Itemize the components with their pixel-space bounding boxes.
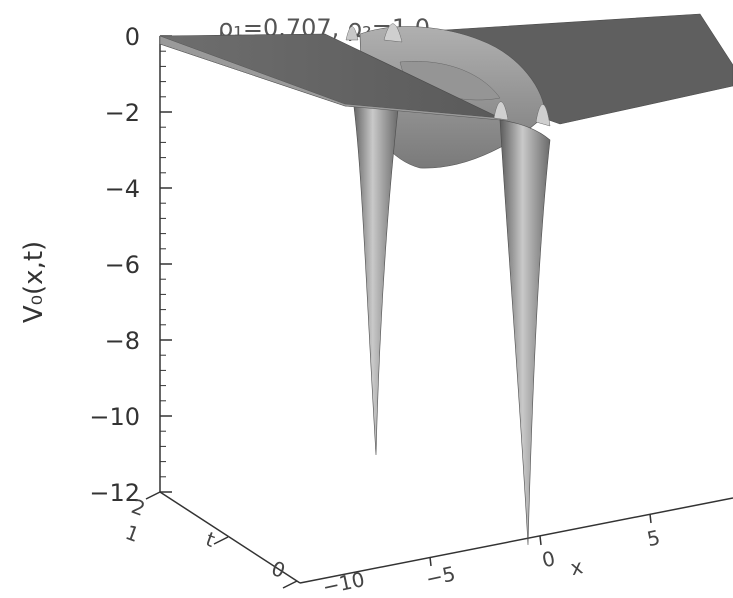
x-tick-label: 5 bbox=[645, 525, 662, 551]
z-axis-title: V₀(x,t) bbox=[19, 241, 49, 323]
surface-spike-right bbox=[499, 119, 551, 546]
x-tick bbox=[429, 556, 432, 567]
x-axis-line bbox=[299, 497, 733, 584]
t-tick-label: 0 bbox=[268, 556, 288, 583]
t-tick bbox=[282, 580, 298, 589]
t-tick bbox=[213, 536, 229, 545]
surface-spike-left bbox=[351, 91, 399, 456]
surface-plateau-edge bbox=[159, 35, 501, 121]
z-tick-label: −2 bbox=[105, 99, 140, 127]
x-tick bbox=[539, 535, 542, 546]
surface-peak bbox=[535, 104, 551, 127]
z-tick-label: −10 bbox=[89, 403, 140, 431]
surface-peak bbox=[493, 101, 509, 121]
x-tick bbox=[649, 513, 652, 524]
x-tick-label: −10 bbox=[320, 567, 366, 598]
z-tick-label: −8 bbox=[105, 327, 140, 355]
x-tick-label: −5 bbox=[424, 561, 458, 591]
t-axis-title: t bbox=[203, 527, 219, 552]
t-axis-line bbox=[159, 491, 301, 584]
z-major-ticks bbox=[160, 35, 172, 493]
t-tick-label: 1 bbox=[122, 520, 142, 547]
x-axis-title: x bbox=[568, 554, 585, 580]
x-tick-label: 0 bbox=[540, 546, 557, 572]
z-tick-label: −6 bbox=[105, 251, 140, 279]
t-tick bbox=[145, 491, 161, 500]
surface-peak bbox=[383, 23, 403, 43]
surface-peak bbox=[345, 26, 359, 41]
z-tick-label: −12 bbox=[89, 479, 140, 507]
surface bbox=[159, 13, 733, 546]
z-tick-label: −4 bbox=[105, 175, 140, 203]
z-tick-label: 0 bbox=[125, 23, 140, 51]
